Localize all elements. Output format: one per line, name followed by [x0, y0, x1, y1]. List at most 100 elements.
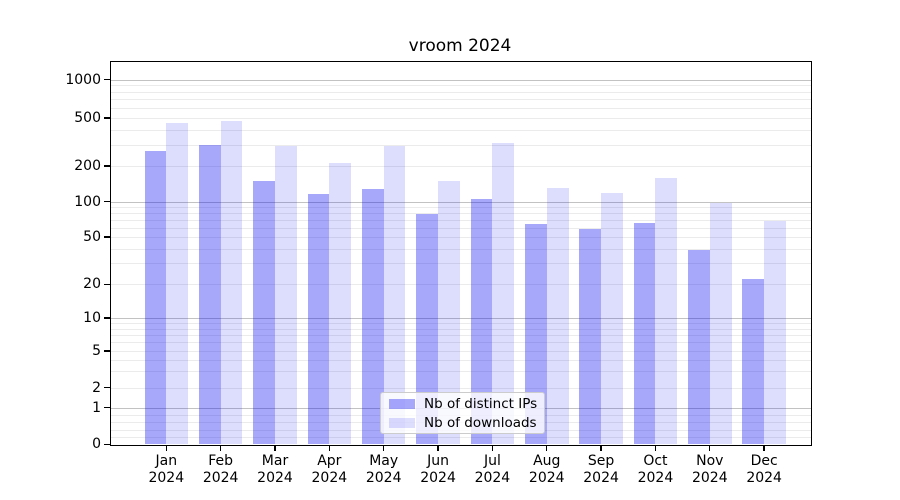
y-axis-tick-label: 20 [83, 276, 101, 293]
x-axis-tick [546, 444, 548, 451]
x-axis-tick [219, 444, 222, 451]
x-axis-tick-label: Dec 2024 [729, 453, 799, 487]
minor-gridline [111, 387, 811, 389]
x-axis-tick-label: Oct 2024 [620, 453, 690, 487]
bar-distinct-ips [307, 194, 330, 445]
x-axis-tick-label: Mar 2024 [240, 453, 310, 487]
year-label: 2024 [311, 470, 348, 486]
y-axis-tick [104, 443, 110, 445]
minor-gridline [111, 342, 811, 344]
legend: Nb of distinct IPs Nb of downloads [380, 392, 545, 434]
minor-gridline [111, 323, 811, 325]
year-label: 2024 [474, 470, 511, 486]
y-axis-tick [104, 407, 110, 409]
bar-distinct-ips [253, 180, 275, 445]
major-gridline [111, 201, 811, 203]
month-label: Dec [750, 453, 778, 469]
minor-gridline [111, 328, 811, 330]
year-label: 2024 [691, 470, 728, 486]
y-axis-tick-label: 5 [92, 343, 101, 359]
legend-item-downloads: Nb of downloads [389, 414, 537, 431]
legend-label: Nb of downloads [424, 414, 537, 431]
bar-downloads [764, 221, 786, 445]
x-axis-tick-label: Feb 2024 [186, 453, 256, 487]
minor-gridline [111, 371, 811, 373]
x-axis-tick [709, 444, 711, 451]
y-axis-tick [104, 165, 110, 167]
year-label: 2024 [637, 470, 674, 486]
minor-gridline [111, 85, 811, 87]
bar-downloads [709, 202, 732, 445]
bar-downloads [655, 178, 678, 445]
y-axis-tick [104, 350, 110, 352]
bar-distinct-ips [579, 228, 602, 445]
year-label: 2024 [528, 470, 565, 486]
year-label: 2024 [365, 470, 402, 486]
bar-downloads [166, 122, 189, 445]
y-axis-tick-label: 500 [74, 110, 101, 126]
legend-item-distinct-ips: Nb of distinct IPs [389, 395, 538, 412]
month-label: Apr [317, 453, 342, 469]
y-axis-tick-label: 10 [83, 310, 101, 326]
y-axis-tick-label: 2 [92, 379, 101, 396]
minor-gridline [111, 107, 811, 109]
month-label: Aug [533, 453, 561, 469]
y-axis-tick-label: 1 [92, 399, 101, 416]
x-axis-tick [491, 444, 494, 451]
minor-gridline [111, 166, 811, 167]
y-axis-tick [104, 387, 110, 389]
major-gridline [111, 318, 811, 319]
y-axis-tick [104, 236, 110, 238]
minor-gridline [111, 436, 811, 438]
minor-gridline [111, 248, 811, 250]
year-label: 2024 [148, 470, 185, 486]
bar-distinct-ips [633, 222, 656, 445]
major-gridline [111, 79, 811, 81]
month-label: Sep [587, 453, 615, 469]
minor-gridline [111, 263, 811, 265]
month-label: May [369, 453, 399, 469]
bar-downloads [601, 193, 623, 445]
year-label: 2024 [583, 470, 619, 486]
month-label: Mar [261, 453, 289, 469]
minor-gridline [111, 334, 811, 336]
y-axis-tick [104, 317, 110, 319]
x-axis-tick [165, 444, 167, 451]
month-label: Feb [208, 453, 234, 469]
month-label: Nov [696, 453, 724, 469]
y-axis-tick-label: 50 [83, 229, 101, 245]
minor-gridline [111, 351, 811, 352]
x-axis-tick [654, 444, 657, 451]
month-label: Oct [643, 453, 668, 469]
distinct-ips-swatch-icon [389, 398, 415, 409]
bar-distinct-ips [198, 144, 221, 445]
bar-downloads [383, 146, 406, 445]
minor-gridline [111, 237, 811, 238]
bar-distinct-ips [742, 279, 765, 445]
plot-area: 1000 500 200 100 50 20 10 5 2 1 0 Jan 2024 Feb 2024 Mar… [65, 61, 812, 486]
minor-gridline [111, 284, 811, 286]
minor-gridline [111, 99, 811, 101]
x-axis-tick [437, 444, 439, 451]
legend-label: Nb of distinct IPs [424, 395, 538, 412]
y-axis-tick-label: 0 [92, 436, 101, 453]
downloads-swatch-icon [389, 417, 415, 428]
minor-gridline [111, 91, 811, 93]
minor-gridline [111, 212, 811, 214]
year-label: 2024 [420, 470, 456, 486]
year-label: 2024 [202, 470, 239, 486]
bar-downloads [329, 163, 352, 445]
year-label: 2024 [746, 470, 782, 486]
bar-distinct-ips [524, 223, 547, 445]
x-axis-tick-label: Jul 2024 [457, 453, 527, 487]
bar-downloads [492, 143, 515, 445]
minor-gridline [111, 219, 811, 221]
x-axis-tick-label: May 2024 [349, 453, 419, 487]
y-axis-tick [104, 78, 110, 81]
x-axis-tick [328, 444, 331, 451]
x-axis-tick [274, 444, 276, 451]
x-axis-tick-label: Jan 2024 [131, 453, 201, 487]
y-axis-tick-label: 100 [74, 193, 101, 210]
x-axis-tick-label: Jun 2024 [403, 453, 473, 487]
